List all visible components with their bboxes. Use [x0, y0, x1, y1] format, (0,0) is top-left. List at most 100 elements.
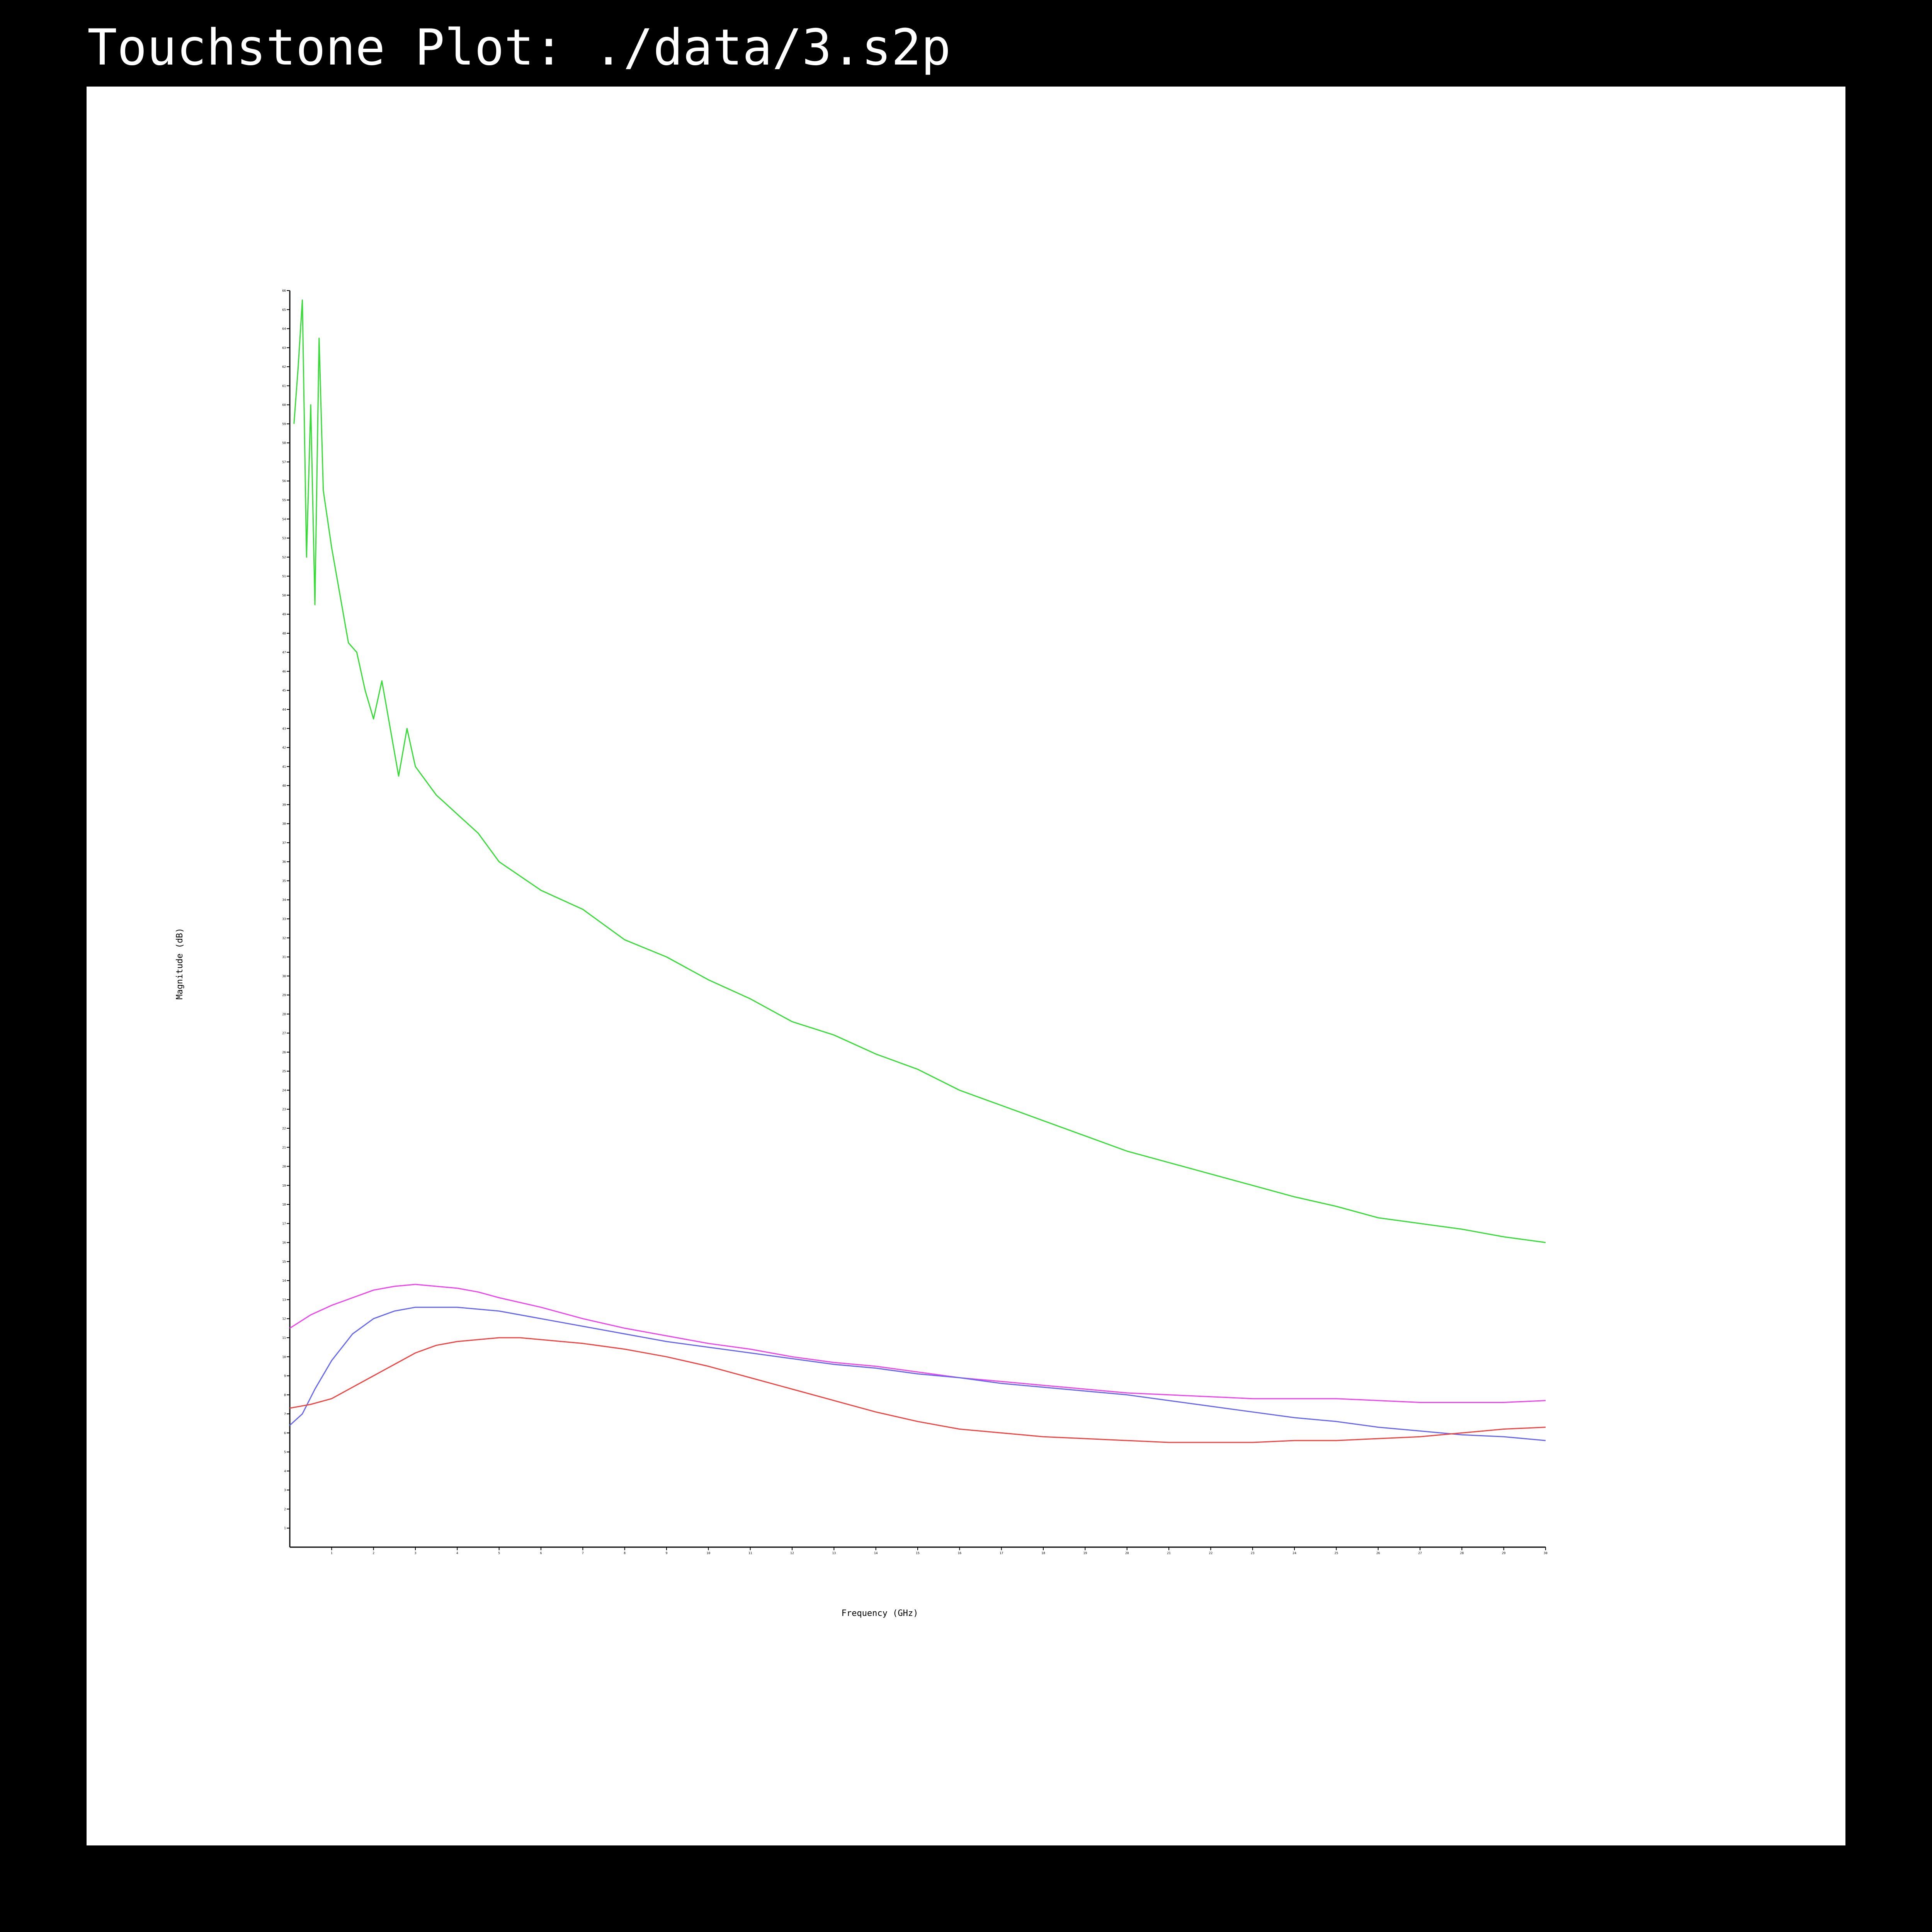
y-tick-label: 43: [282, 727, 286, 730]
x-tick-label: 22: [1209, 1551, 1213, 1555]
y-tick-label: 66: [282, 289, 286, 293]
y-tick-label: 47: [282, 651, 286, 654]
x-tick-label: 20: [1125, 1551, 1129, 1555]
x-tick-label: 28: [1460, 1551, 1464, 1555]
y-tick-label: 65: [282, 308, 286, 311]
x-tick-label: 3: [415, 1551, 417, 1555]
y-tick-label: 12: [282, 1317, 286, 1321]
x-tick-label: 5: [498, 1551, 500, 1555]
y-tick-label: 27: [282, 1032, 286, 1035]
y-tick-label: 17: [282, 1222, 286, 1225]
y-tick-label: 35: [282, 879, 286, 883]
y-tick-label: 24: [282, 1088, 286, 1092]
x-tick-label: 19: [1083, 1551, 1087, 1555]
y-tick-label: 36: [282, 860, 286, 864]
y-tick-label: 28: [282, 1012, 286, 1016]
y-tick-label: 56: [282, 480, 286, 483]
y-tick-label: 51: [282, 575, 286, 578]
y-tick-label: 14: [282, 1279, 286, 1282]
y-tick-label: 20: [282, 1165, 286, 1168]
y-tick-label: 50: [282, 594, 286, 597]
y-tick-label: 7: [284, 1412, 286, 1416]
y-tick-label: 59: [282, 422, 286, 426]
y-tick-label: 11: [282, 1336, 286, 1340]
x-tick-label: 2: [372, 1551, 374, 1555]
y-tick-label: 61: [282, 384, 286, 388]
y-tick-label: 64: [282, 327, 286, 331]
x-tick-label: 25: [1335, 1551, 1338, 1555]
y-tick-label: 1: [284, 1527, 286, 1530]
x-tick-label: 15: [916, 1551, 920, 1555]
x-tick-label: 10: [707, 1551, 711, 1555]
series-line-3: [289, 1306, 1546, 1441]
y-tick-label: 48: [282, 632, 286, 635]
y-tick-label: 60: [282, 403, 286, 407]
y-tick-label: 15: [282, 1260, 286, 1264]
y-tick-label: 40: [282, 784, 286, 787]
y-tick-label: 13: [282, 1298, 286, 1301]
x-tick-label: 30: [1544, 1551, 1548, 1555]
x-tick-label: 26: [1376, 1551, 1380, 1555]
series-line-1: [293, 299, 1546, 1243]
y-tick-label: 29: [282, 993, 286, 997]
y-tick-label: 33: [282, 917, 286, 921]
x-tick-label: 13: [832, 1551, 836, 1555]
y-tick-label: 49: [282, 613, 286, 616]
x-tick-label: 29: [1502, 1551, 1506, 1555]
x-tick-label: 12: [790, 1551, 794, 1555]
y-tick-label: 39: [282, 803, 286, 806]
y-tick-label: 30: [282, 975, 286, 978]
y-tick-label: 8: [284, 1393, 286, 1397]
y-tick-label: 34: [282, 898, 286, 902]
y-tick-label: 38: [282, 822, 286, 826]
y-tick-label: 16: [282, 1241, 286, 1245]
x-tick-label: 14: [874, 1551, 878, 1555]
y-tick-label: 32: [282, 936, 286, 940]
y-tick-label: 57: [282, 460, 286, 464]
y-tick-label: 41: [282, 765, 286, 769]
x-axis-title: Frequency (GHz): [842, 1609, 918, 1618]
x-tick-label: 7: [582, 1551, 584, 1555]
x-tick-label: 8: [624, 1551, 626, 1555]
y-tick-label: 58: [282, 441, 286, 445]
y-tick-label: 45: [282, 689, 286, 692]
x-tick-label: 21: [1167, 1551, 1171, 1555]
y-tick-label: 3: [284, 1488, 286, 1492]
y-tick-label: 42: [282, 746, 286, 750]
y-tick-label: 22: [282, 1127, 286, 1130]
x-tick-label: 6: [540, 1551, 542, 1555]
y-tick-label: 9: [284, 1374, 286, 1378]
y-tick-label: 53: [282, 537, 286, 540]
x-tick-label: 9: [666, 1551, 668, 1555]
x-tick-label: 27: [1418, 1551, 1422, 1555]
y-tick-label: 26: [282, 1051, 286, 1054]
y-tick-label: 55: [282, 498, 286, 502]
y-axis-title: Magnitude (dB): [175, 928, 185, 999]
y-tick-label: 5: [284, 1451, 286, 1454]
x-tick-label: 17: [1000, 1551, 1003, 1555]
x-tick-label: 16: [958, 1551, 962, 1555]
x-tick-label: 23: [1251, 1551, 1255, 1555]
plot-panel: 1 2 3 4 5 6 7 8 9 10 11 12 13 14 15 16 17 18 19 20 21 22 23 24 2…: [87, 87, 1845, 1845]
y-tick-label: 63: [282, 346, 286, 350]
y-tick-label: 31: [282, 956, 286, 959]
x-tick-label: 11: [748, 1551, 752, 1555]
y-tick-label: 10: [282, 1355, 286, 1359]
page-title: Touchstone Plot: ./data/3.s2p: [87, 19, 951, 77]
x-tick-label: 24: [1293, 1551, 1296, 1555]
y-tick-label: 25: [282, 1070, 286, 1073]
y-tick-label: 37: [282, 841, 286, 845]
chart-svg: 1 2 3 4 5 6 7 8 9 10 11 12 13 14 15 16 17 18 19 20 21 22 23 24 2…: [175, 289, 1548, 1618]
x-tick-label: 1: [331, 1551, 333, 1555]
y-tick-label: 62: [282, 365, 286, 369]
y-tick-label: 23: [282, 1108, 286, 1111]
y-tick-label: 52: [282, 556, 286, 559]
y-tick-label: 19: [282, 1184, 286, 1187]
y-tick-label: 6: [284, 1431, 286, 1435]
series-line-2: [289, 1284, 1546, 1403]
x-tick-label: 18: [1041, 1551, 1045, 1555]
y-tick-label: 4: [284, 1469, 286, 1473]
y-tick-label: 54: [282, 517, 286, 521]
y-tick-label: 18: [282, 1203, 286, 1206]
y-tick-label: 46: [282, 670, 286, 673]
